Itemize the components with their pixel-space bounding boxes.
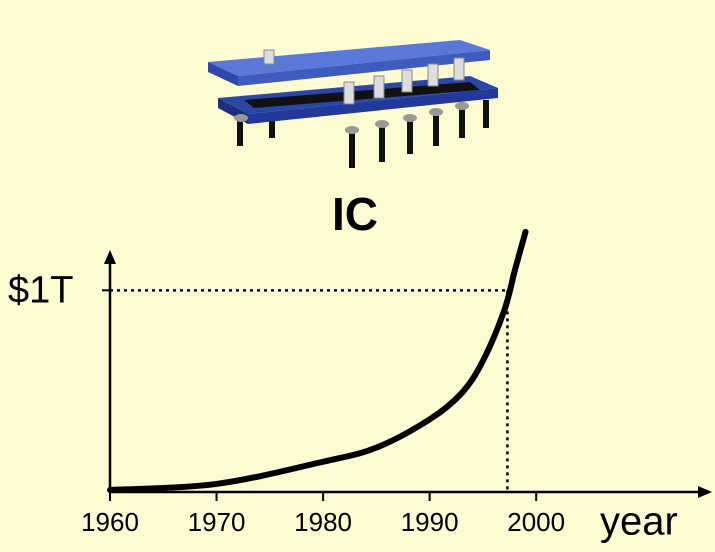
x-axis-label: year (600, 500, 678, 544)
x-tick-label: 1960 (81, 507, 139, 537)
slide: IC year 1960 1970 1980 1990 2000 $1T (0, 0, 715, 552)
chart-title: IC (332, 188, 378, 240)
x-tick-label: 1970 (188, 507, 246, 537)
x-tick-label: 1980 (294, 507, 352, 537)
x-tick-label: 1990 (401, 507, 459, 537)
x-tick-label: 2000 (507, 507, 565, 537)
y-tick-label: $1T (8, 269, 73, 311)
background (0, 0, 715, 552)
